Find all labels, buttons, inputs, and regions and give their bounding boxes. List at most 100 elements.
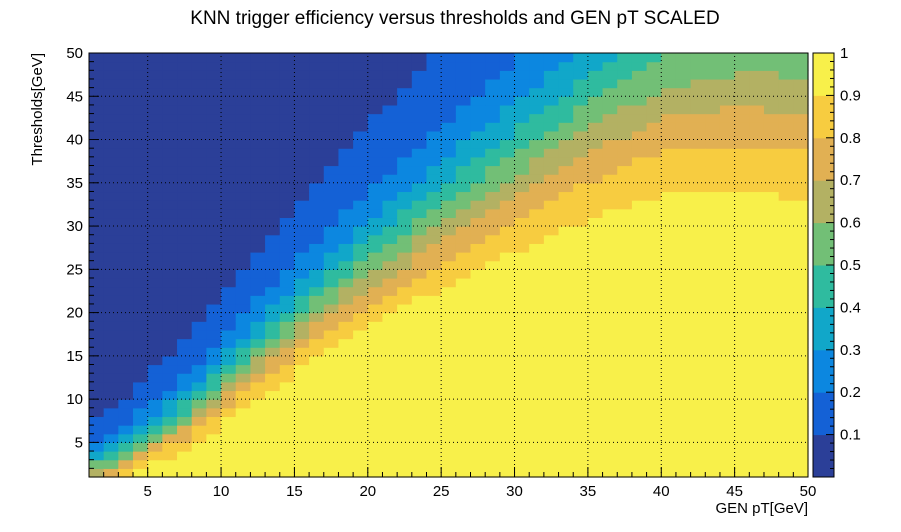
heatmap-cell xyxy=(279,277,296,288)
heatmap-cell xyxy=(103,381,119,392)
heatmap-cell xyxy=(617,416,633,426)
heatmap-cell xyxy=(690,70,706,80)
heatmap-cell xyxy=(719,226,736,236)
heatmap-cell xyxy=(455,407,472,418)
heatmap-cell xyxy=(294,269,310,279)
heatmap-cell xyxy=(147,459,163,469)
heatmap-cell xyxy=(734,156,750,167)
heatmap-cell xyxy=(89,416,105,426)
heatmap-cell xyxy=(294,252,310,262)
heatmap-cell xyxy=(617,451,633,461)
heatmap-cell xyxy=(793,433,809,443)
heatmap-cell xyxy=(162,338,178,348)
heatmap-cell xyxy=(103,399,119,409)
heatmap-cell xyxy=(499,399,516,409)
heatmap-cell xyxy=(250,425,266,435)
heatmap-cell xyxy=(353,355,369,366)
heatmap-cell xyxy=(309,200,325,210)
heatmap-cell xyxy=(294,217,310,227)
heatmap-cell xyxy=(367,338,384,348)
heatmap-cell xyxy=(426,312,442,322)
heatmap-cell xyxy=(763,407,780,418)
heatmap-cell xyxy=(734,425,750,435)
heatmap-cell xyxy=(147,174,163,184)
heatmap-cell xyxy=(558,347,574,357)
y-tick-label: 45 xyxy=(66,88,83,105)
heatmap-cell xyxy=(89,260,105,270)
heatmap-cell xyxy=(793,165,809,175)
heatmap-cell xyxy=(89,347,105,357)
heatmap-cell xyxy=(558,468,574,478)
heatmap-cell xyxy=(485,312,501,322)
heatmap-cell xyxy=(573,87,589,97)
heatmap-cell xyxy=(279,139,296,149)
heatmap-cell xyxy=(573,425,589,435)
heatmap-cell xyxy=(89,96,105,106)
heatmap-cell xyxy=(265,70,281,80)
heatmap-cell xyxy=(485,269,501,279)
heatmap-cell xyxy=(763,338,780,348)
heatmap-cell xyxy=(573,182,589,193)
heatmap-cell xyxy=(397,113,413,123)
heatmap-cell xyxy=(221,321,237,331)
heatmap-cell xyxy=(191,165,207,175)
heatmap-cell xyxy=(749,295,765,305)
heatmap-cell xyxy=(617,468,633,478)
heatmap-cell xyxy=(441,338,457,348)
heatmap-cell xyxy=(250,252,266,262)
heatmap-cell xyxy=(705,312,721,322)
heatmap-cell xyxy=(411,165,428,175)
heatmap-cell xyxy=(778,61,794,71)
heatmap-cell xyxy=(338,260,354,270)
heatmap-cell xyxy=(89,78,105,89)
heatmap-cell xyxy=(397,286,413,296)
heatmap-cell xyxy=(103,416,119,426)
heatmap-cell xyxy=(118,122,134,132)
heatmap-cell xyxy=(690,113,706,123)
heatmap-cell xyxy=(793,390,809,400)
heatmap-cell xyxy=(455,96,472,106)
heatmap-cell xyxy=(631,156,648,167)
heatmap-cell xyxy=(382,70,398,80)
y-tick-label: 10 xyxy=(66,391,83,408)
heatmap-cell xyxy=(675,156,692,167)
heatmap-cell xyxy=(382,381,398,392)
color-scale-band xyxy=(813,180,834,224)
heatmap-cell xyxy=(617,260,633,270)
heatmap-cell xyxy=(587,459,604,469)
heatmap-cell xyxy=(133,113,149,123)
heatmap-cell xyxy=(191,243,207,253)
heatmap-cell xyxy=(265,416,281,426)
heatmap-cell xyxy=(602,217,618,227)
heatmap-cell xyxy=(558,104,574,115)
heatmap-cell xyxy=(162,243,178,253)
heatmap-cell xyxy=(367,200,384,210)
heatmap-cell xyxy=(763,200,780,210)
heatmap-cell xyxy=(617,217,633,227)
heatmap-cell xyxy=(631,139,648,149)
heatmap-cell xyxy=(221,338,237,348)
heatmap-cell xyxy=(177,191,193,201)
heatmap-cell xyxy=(675,451,692,461)
chart-title: KNN trigger efficiency versus thresholds… xyxy=(190,8,719,29)
heatmap-cell xyxy=(646,468,662,478)
heatmap-cell xyxy=(485,442,501,452)
heatmap-cell xyxy=(793,347,809,357)
heatmap-cell xyxy=(323,182,340,193)
heatmap-cell xyxy=(426,156,442,167)
heatmap-cell xyxy=(397,303,413,314)
heatmap-cell xyxy=(162,355,178,366)
heatmap-cell xyxy=(543,416,560,426)
heatmap-cell xyxy=(235,104,251,115)
heatmap-cell xyxy=(529,355,545,366)
heatmap-cell xyxy=(514,226,530,236)
heatmap-cell xyxy=(133,156,149,167)
heatmap-cell xyxy=(338,208,354,219)
heatmap-cell xyxy=(661,113,677,123)
heatmap-cell xyxy=(294,451,310,461)
heatmap-cell xyxy=(763,468,780,478)
heatmap-cell xyxy=(177,53,193,63)
y-tick-label: 35 xyxy=(66,175,83,192)
heatmap-cell xyxy=(470,338,486,348)
heatmap-cell xyxy=(397,399,413,409)
